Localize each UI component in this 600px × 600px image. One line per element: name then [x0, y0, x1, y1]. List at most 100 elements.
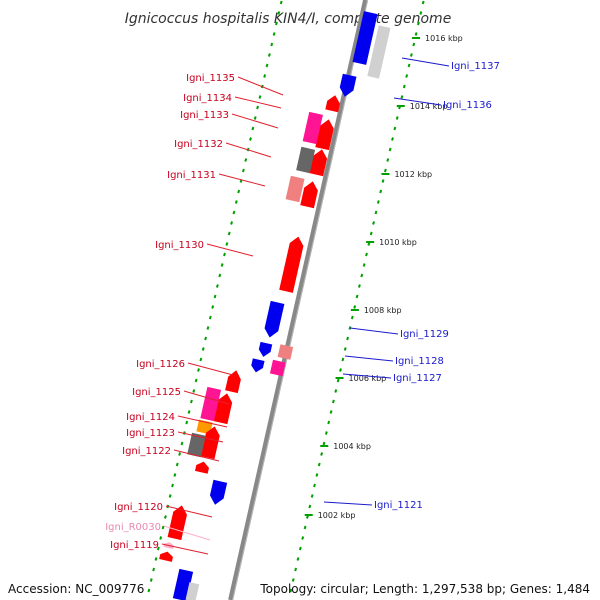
leader-line [177, 431, 224, 443]
outer-ring-dot [272, 32, 276, 36]
gene-label-left: Igni_1130 [155, 240, 204, 251]
tick-label: 1002 kbp [318, 511, 356, 520]
outer-ring-dot [173, 473, 177, 477]
outer-ring-dot [258, 95, 262, 99]
tick-label: 1006 kbp [349, 374, 387, 383]
outer-ring-dot [279, 0, 283, 5]
outer-ring-dot [161, 525, 165, 530]
leader-line [323, 501, 373, 506]
inner-ring-dot [360, 273, 364, 278]
outer-ring-dot [275, 21, 278, 26]
gene-label-left: Igni_1120 [114, 502, 163, 513]
gene-label-right: Igni_1121 [374, 500, 423, 511]
inner-ring-dot [313, 483, 316, 488]
inner-ring-dot [315, 473, 319, 477]
outer-ring-dot [227, 231, 231, 236]
outer-ring-dot [215, 284, 219, 288]
outer-ring-dot [230, 221, 234, 225]
inner-ring-dot [412, 42, 416, 47]
inner-ring-dot [331, 399, 335, 404]
outer-ring-dot [149, 578, 153, 582]
leader-line [225, 142, 272, 158]
outer-ring-dot [201, 347, 205, 351]
outer-ring-dot [223, 252, 226, 257]
leader-line [206, 243, 254, 257]
gene-block-3 [339, 73, 357, 97]
inner-ring-dot [336, 378, 340, 383]
gene-label-left: Igni_1122 [122, 446, 171, 457]
map-title: Ignicoccus hospitalis KIN4/I, complete g… [125, 11, 452, 27]
leader-line [187, 362, 234, 376]
gene-block-8 [296, 146, 316, 174]
gene-block-22 [187, 432, 206, 458]
outer-ring-dot [199, 357, 203, 362]
inner-ring-dot [357, 284, 361, 288]
gene-block-19 [200, 386, 222, 422]
inner-ring-dot [402, 84, 406, 89]
backbone-line [228, 0, 369, 600]
inner-ring-dot [393, 126, 397, 131]
gene-block-14 [277, 344, 294, 360]
gene-block-13 [258, 341, 273, 357]
outer-ring-dot [249, 137, 252, 141]
outer-ring-dot [220, 263, 224, 267]
outer-ring-dot [189, 399, 193, 404]
inner-ring-dot [324, 431, 328, 435]
leader-line [165, 505, 213, 518]
leader-line [177, 415, 228, 428]
tick-label: 1014 kbp [410, 102, 448, 111]
gene-block-16 [269, 359, 286, 377]
inner-ring-dot [391, 137, 394, 141]
inner-ring-dot [379, 189, 383, 194]
outer-ring-dot [218, 273, 222, 278]
outer-ring-dot [194, 378, 198, 383]
leader-line [401, 57, 450, 67]
outer-ring-dot [163, 515, 167, 519]
outer-ring-dot [168, 494, 172, 498]
gene-label-right: Igni_1128 [395, 356, 444, 367]
inner-ring-dot [362, 263, 366, 267]
inner-ring-dot [369, 231, 373, 236]
gene-label-left: Igni_1123 [126, 428, 175, 439]
outer-ring-dot [263, 74, 267, 78]
inner-ring-dot [339, 368, 342, 372]
outer-ring-dot [156, 546, 160, 551]
inner-ring-dot [395, 116, 399, 120]
gene-label-right: Igni_1129 [400, 329, 449, 340]
topology-label: Topology: circular; Length: 1,297,538 bp… [260, 582, 590, 596]
tick-label: 1016 kbp [425, 34, 463, 43]
inner-ring-dot [341, 357, 345, 362]
inner-ring-dot [353, 305, 357, 309]
inner-ring-dot [365, 252, 368, 257]
inner-ring-dot [355, 294, 359, 299]
inner-ring-dot [376, 200, 380, 204]
accession-label: Accession: NC_009776 [8, 582, 145, 596]
inner-ring-dot [343, 347, 347, 351]
leader-line [183, 390, 230, 405]
backbone-highlight [232, 0, 369, 600]
gene-block-4 [325, 95, 340, 113]
inner-ring-dot [320, 452, 324, 456]
leader-line [218, 173, 266, 187]
outer-ring-dot [244, 158, 248, 162]
inner-ring-dot [374, 210, 378, 215]
leader-line [173, 449, 220, 462]
inner-ring-dot [303, 525, 307, 530]
gene-label-left: Igni_1135 [186, 73, 235, 84]
gene-block-6 [302, 111, 323, 145]
inner-ring-dot [414, 32, 418, 36]
inner-ring-dot [327, 420, 331, 425]
outer-ring-dot [256, 105, 260, 110]
outer-ring-dot [159, 536, 163, 540]
inner-ring-dot [291, 578, 295, 582]
outer-ring-dot [204, 336, 208, 341]
tick-label: 1012 kbp [394, 170, 432, 179]
outer-ring-dot [253, 116, 257, 120]
inner-ring-dot [294, 567, 298, 572]
gene-label-left: Igni_1124 [126, 412, 175, 423]
gene-label-left: Igni_1126 [136, 359, 185, 370]
outer-ring-dot [234, 200, 238, 204]
inner-ring-dot [381, 179, 385, 183]
inner-ring-dot [334, 389, 338, 393]
